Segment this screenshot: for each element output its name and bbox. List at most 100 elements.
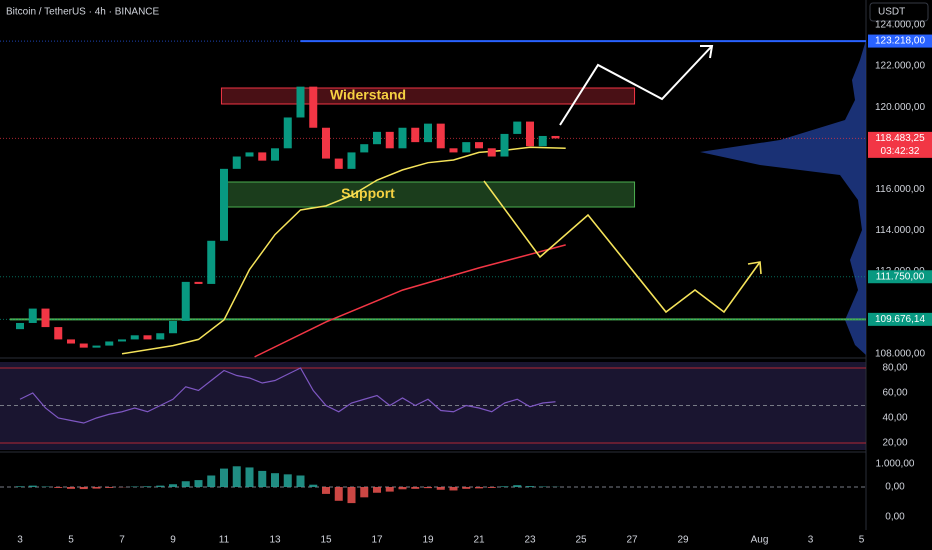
candle xyxy=(220,168,228,241)
date-tick-label: 13 xyxy=(269,535,281,546)
price-tick-label: 124.000,00 xyxy=(875,20,925,31)
candle xyxy=(54,327,63,340)
price-tag-label: 109.676,14 xyxy=(875,314,925,325)
candle xyxy=(538,135,547,147)
price-tick-label: 122.000,00 xyxy=(875,61,925,72)
macd-bar xyxy=(156,485,165,487)
price-tag-label: 123.218,00 xyxy=(875,36,925,47)
date-tick-label: Aug xyxy=(751,535,769,546)
candle xyxy=(41,308,50,328)
candle xyxy=(118,339,126,342)
symbol-title: Bitcoin / TetherUS · 4h · BINANCE xyxy=(6,7,160,18)
candle xyxy=(360,144,369,153)
zone-label: Widerstand xyxy=(330,87,406,103)
rsi-line xyxy=(19,367,556,424)
macd-bar xyxy=(105,486,114,488)
candle xyxy=(283,117,292,149)
macd-bar xyxy=(220,468,228,487)
macd-bar xyxy=(424,486,432,489)
candle xyxy=(271,148,279,161)
moving-average xyxy=(121,146,566,355)
macd-bar xyxy=(309,484,318,487)
candle xyxy=(309,86,318,128)
candle xyxy=(194,281,203,284)
macd-bar xyxy=(296,475,305,487)
macd-bar xyxy=(373,486,381,493)
macd-bar xyxy=(500,486,509,487)
zone-label: Support xyxy=(341,185,395,201)
macd-bar xyxy=(513,485,522,487)
date-tick-label: 17 xyxy=(371,535,383,546)
price-tag-label: 111.750,00 xyxy=(876,271,925,282)
projection-up xyxy=(559,45,713,126)
macd-bar xyxy=(169,484,177,487)
macd-bar xyxy=(245,467,254,487)
macd-bar xyxy=(475,486,483,489)
candle xyxy=(143,335,152,340)
candle xyxy=(500,133,509,157)
macd-bar xyxy=(181,481,190,487)
macd-bar xyxy=(28,485,37,487)
date-tick-label: 27 xyxy=(626,535,638,546)
candle xyxy=(487,148,496,157)
price-tick-label: 116.000,00 xyxy=(875,184,925,195)
macd-bar xyxy=(322,486,330,494)
macd-secondary-label: 0,00 xyxy=(885,512,905,523)
arrow-head xyxy=(700,45,714,59)
candle xyxy=(526,121,534,147)
volume-profile xyxy=(700,40,866,355)
candle xyxy=(28,308,37,323)
macd-tick-label: 0,00 xyxy=(885,482,905,493)
candle xyxy=(373,131,381,145)
macd-bar xyxy=(462,486,471,489)
candle xyxy=(424,123,432,143)
candle xyxy=(551,135,560,139)
macd-bar xyxy=(16,486,24,487)
candle xyxy=(411,127,420,143)
candle xyxy=(385,131,394,149)
rsi-tick-label: 80,00 xyxy=(882,363,907,374)
candle xyxy=(156,333,165,340)
price-tag-label: 118.483,25 xyxy=(875,133,925,144)
date-tick-label: 11 xyxy=(219,535,230,546)
candle xyxy=(181,281,190,321)
macd-bar xyxy=(258,470,267,487)
price-tag xyxy=(868,312,932,326)
date-tick-label: 25 xyxy=(575,535,587,546)
macd-bar xyxy=(194,480,203,487)
moving-average xyxy=(254,244,566,358)
candle xyxy=(232,156,241,169)
candle xyxy=(16,322,24,330)
macd-bar xyxy=(54,486,63,488)
date-tick-label: 7 xyxy=(119,535,125,546)
price-tag xyxy=(868,34,932,48)
candle xyxy=(207,240,216,284)
projection-down xyxy=(483,180,761,314)
candle xyxy=(245,152,254,157)
countdown: 03:42:32 xyxy=(881,146,920,157)
macd-bar xyxy=(411,486,420,489)
rsi-tick-label: 60,00 xyxy=(882,388,907,399)
candle xyxy=(67,339,75,344)
macd-bar xyxy=(92,486,101,489)
candle xyxy=(105,341,114,346)
candle xyxy=(322,127,330,159)
rsi-tick-label: 20,00 xyxy=(882,438,907,449)
date-tick-label: 5 xyxy=(68,535,74,546)
macd-bar xyxy=(232,466,241,487)
macd-bar xyxy=(207,475,216,487)
macd-bar xyxy=(67,486,75,489)
price-tick-label: 114.000,00 xyxy=(875,225,925,236)
candle xyxy=(258,152,267,161)
zone xyxy=(220,181,636,208)
date-tick-label: 19 xyxy=(422,535,434,546)
candle xyxy=(92,345,101,348)
date-tick-label: 23 xyxy=(524,535,536,546)
date-tick-label: 21 xyxy=(473,535,485,546)
macd-bar xyxy=(271,473,279,487)
candle xyxy=(79,343,88,348)
rsi-tick-label: 40,00 xyxy=(882,413,907,424)
candle xyxy=(513,121,522,134)
